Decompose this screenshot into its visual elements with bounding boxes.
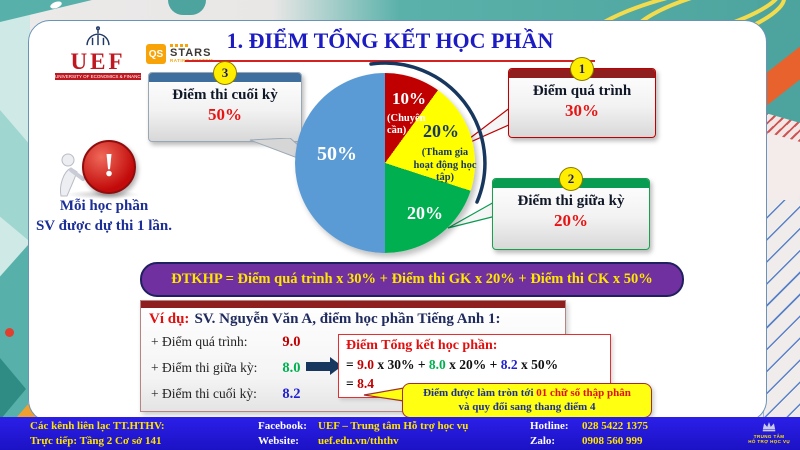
note-highlight: 01 chữ số thập phân	[536, 387, 631, 399]
footer-channels-title: Các kênh liên lạc TT.HTHV:	[30, 420, 165, 432]
deco-red-dot	[5, 328, 14, 337]
row-label: + Điểm thi giữa kỳ:	[151, 360, 258, 375]
footer-phones: Hotline: 028 5422 1375 Zalo: 0908 560 999	[530, 419, 648, 449]
example-heading-label: Ví dụ:	[149, 311, 190, 327]
eq-value-process: 9.0	[357, 357, 374, 372]
note-line1: Điểm được làm tròn tới 01 chữ số thập ph…	[403, 386, 651, 400]
qs-stars-text: STARS	[170, 47, 212, 60]
result-equation: = 9.0 x 30% + 8.0 x 20% + 8.2 x 50%	[346, 355, 603, 374]
warning-shadow	[66, 190, 140, 199]
eq-value-midterm: 8.0	[428, 357, 446, 372]
qs-stars-squares	[170, 44, 213, 48]
row-value: 8.2	[282, 386, 301, 402]
example-heading-text: SV. Nguyễn Văn A, điểm học phần Tiếng An…	[194, 311, 501, 327]
footer-logo-line2: HỖ TRỢ HỌC VỤ	[748, 438, 790, 444]
callout-label: Điểm thi cuối kỳ	[172, 87, 278, 103]
reminder-line2: SV được dự thi 1 lần.	[35, 218, 173, 234]
footer-hotline-value: 028 5422 1375	[582, 420, 648, 432]
example-top-bar	[141, 301, 565, 308]
callout-value: 50%	[208, 105, 242, 124]
callout-value: 20%	[554, 211, 588, 230]
row-label: + Điểm thi cuối kỳ:	[151, 386, 257, 401]
eq-part: =	[346, 357, 358, 372]
callout-value: 30%	[565, 101, 599, 120]
eq-value-final: 8.2	[500, 357, 518, 372]
deco-teal-dome	[168, 0, 206, 15]
reminder-line1: Mỗi học phần	[59, 198, 149, 214]
pie-label-activity: 20%	[423, 121, 459, 141]
footer-logo-line1: TRUNG TÂM	[753, 434, 785, 439]
qs-icon: QS	[146, 44, 166, 64]
callout-number-badge: 3	[213, 61, 237, 85]
result-total: = 8.4	[346, 374, 603, 393]
callout-label: Điểm quá trình	[532, 83, 632, 99]
example-row: + Điểm thi giữa kỳ: 8.0	[151, 355, 565, 381]
person-icon	[60, 153, 85, 197]
footer-bar: Các kênh liên lạc TT.HTHV: Trực tiếp: Tầ…	[0, 417, 800, 450]
callout-midterm-exam: 2 Điểm thi giữa kỳ 20%	[492, 167, 650, 250]
page-title: 1. ĐIỂM TỔNG KẾT HỌC PHẦN	[226, 28, 554, 53]
example-heading: Ví dụ: SV. Nguyễn Văn A, điểm học phần Ti…	[149, 311, 565, 328]
pie-chart	[295, 73, 475, 253]
reminder-text: Mỗi học phần SV được dự thi 1 lần.	[16, 196, 192, 236]
footer-contact-channels: Các kênh liên lạc TT.HTHV: Trực tiếp: Tầ…	[30, 419, 165, 449]
callout-number-badge: 1	[570, 57, 594, 81]
pie-highlight-arc	[369, 61, 487, 204]
footer-zalo-value: 0908 560 999	[582, 435, 643, 447]
footer-facebook-label: Facebook:	[258, 420, 307, 432]
uef-logo: UEF UNIVERSITY OF ECONOMICS & FINANCE	[55, 26, 141, 80]
uef-logo-tagline: UNIVERSITY OF ECONOMICS & FINANCE	[55, 73, 141, 80]
row-label: + Điểm quá trình:	[151, 334, 248, 349]
pie-label-midterm: 20%	[407, 203, 443, 223]
callout-number-badge: 2	[559, 167, 583, 191]
footer-direct-label: Trực tiếp:	[30, 435, 78, 447]
eq-part: x 20% +	[445, 357, 501, 372]
pie-label-final: 50%	[317, 143, 357, 165]
pie-chart-area: 50% 10% (Chuyên cần) 20% (Tham gia hoạt …	[295, 73, 477, 253]
eq-part: =	[346, 376, 358, 391]
note-text: Điểm được làm tròn tới	[423, 387, 537, 399]
rounding-note: Điểm được làm tròn tới 01 chữ số thập ph…	[402, 383, 652, 418]
total-value: 8.4	[357, 376, 374, 391]
eq-part: x 50%	[517, 357, 559, 372]
formula-bar: ĐTKHP = Điểm quá trình x 30% + Điểm thi …	[140, 262, 684, 297]
row-value: 8.0	[282, 360, 301, 376]
row-value: 9.0	[282, 334, 301, 350]
example-row: + Điểm thi cuối kỳ: 8.2	[151, 381, 565, 407]
footer-website-label: Website:	[258, 435, 299, 447]
crown-icon	[762, 422, 776, 432]
eq-part: x 30% +	[373, 357, 429, 372]
note-tail	[363, 387, 405, 402]
footer-facebook-value[interactable]: UEF – Trung tâm Hỗ trợ học vụ	[318, 420, 469, 432]
footer-direct-value: Tầng 2 Cơ sở 141	[79, 435, 162, 447]
deco-notebook-paper	[763, 200, 800, 418]
footer-hotline-label: Hotline:	[530, 420, 569, 432]
result-title: Điểm Tổng kết học phần:	[346, 338, 498, 353]
warning-icon: !	[82, 140, 136, 194]
uef-building-icon	[86, 26, 110, 46]
title-underline	[185, 60, 595, 62]
arrow-right-icon	[306, 357, 342, 375]
pie-sublabel-attendance: (Chuyên cần)	[387, 113, 426, 137]
pie-sublabel-activity: (Tham gia hoạt động học tập)	[413, 147, 477, 184]
uef-logo-text: UEF	[70, 49, 126, 74]
example-row: + Điểm quá trình: 9.0	[151, 329, 565, 355]
pie-label-attendance: 10%	[392, 89, 426, 108]
callout-final-exam: 3 Điểm thi cuối kỳ 50%	[148, 61, 302, 142]
footer-center-logo: TRUNG TÂM HỖ TRỢ HỌC VỤ	[748, 420, 790, 444]
footer-website-value[interactable]: uef.edu.vn/tththv	[318, 435, 399, 447]
note-line2: và quy đổi sang thang điểm 4	[458, 401, 596, 413]
callout-label: Điểm thi giữa kỳ	[517, 193, 625, 209]
footer-social: Facebook: UEF – Trung tâm Hỗ trợ học vụ W…	[258, 419, 468, 449]
callout-process-score: 1 Điểm quá trình 30%	[508, 57, 656, 138]
footer-zalo-label: Zalo:	[530, 435, 556, 447]
